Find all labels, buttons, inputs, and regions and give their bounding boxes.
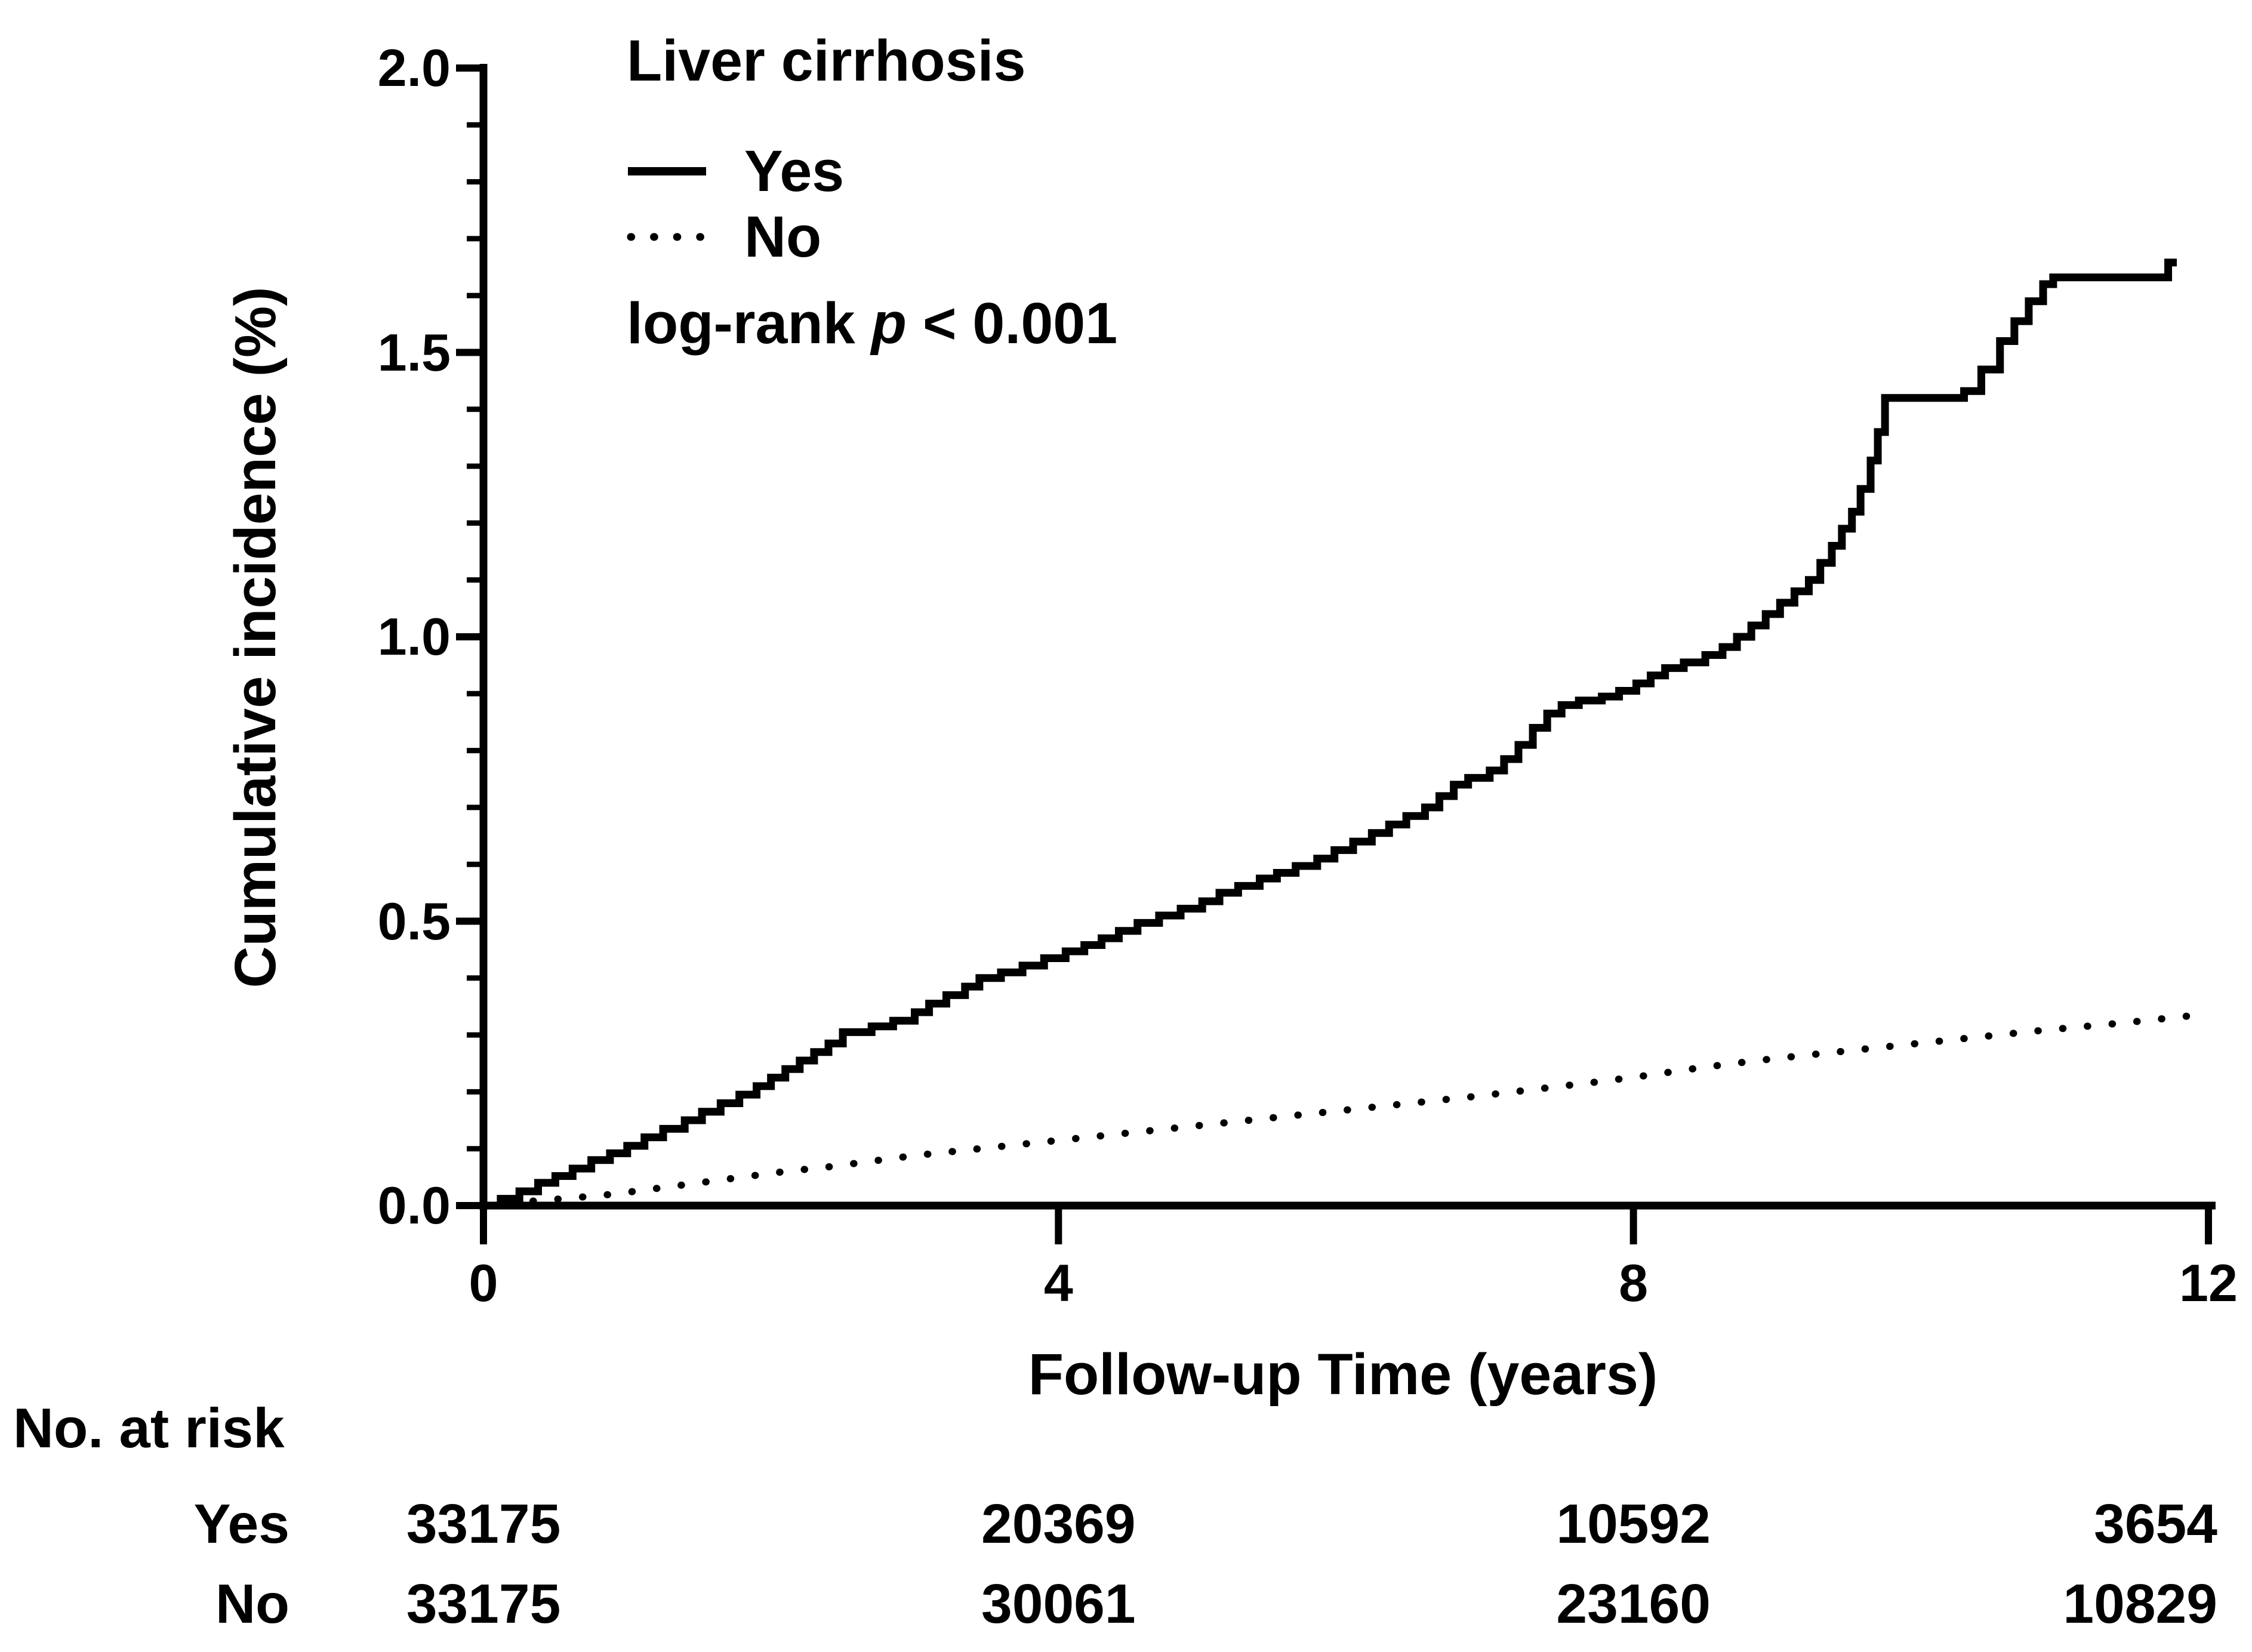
x-tick-label-4: 4 bbox=[1043, 1253, 1073, 1312]
y-tick-label-1.0: 1.0 bbox=[377, 607, 451, 666]
risk-value-no-t0: 33175 bbox=[406, 1573, 561, 1635]
legend-title: Liver cirrhosis bbox=[627, 28, 1026, 93]
y-tick-label-0.5: 0.5 bbox=[377, 891, 451, 951]
y-tick-label-2.0: 2.0 bbox=[377, 38, 451, 97]
y-tick-label-0.0: 0.0 bbox=[377, 1176, 451, 1235]
risk-table-title: No. at risk bbox=[13, 1397, 285, 1459]
series-yes-curve bbox=[483, 258, 2177, 1210]
log-rank-prefix: log-rank bbox=[627, 291, 871, 356]
solid-line-sample-icon bbox=[628, 167, 706, 175]
log-rank-value: < 0.001 bbox=[906, 291, 1118, 356]
series-no-curve bbox=[480, 1012, 2191, 1209]
y-tick-label-1.5: 1.5 bbox=[377, 322, 451, 382]
x-tick-label-0: 0 bbox=[469, 1253, 498, 1312]
x-axis-title: Follow-up Time (years) bbox=[1028, 1342, 1658, 1407]
x-tick-label-8: 8 bbox=[1619, 1253, 1649, 1312]
y-axis-title: Cumulative incidence (%) bbox=[223, 286, 288, 988]
risk-value-yes-t4: 20369 bbox=[981, 1493, 1136, 1555]
risk-value-no-t4: 30061 bbox=[981, 1573, 1136, 1635]
risk-value-no-t12: 10829 bbox=[2063, 1573, 2217, 1635]
risk-value-yes-t8: 10592 bbox=[1556, 1493, 1711, 1555]
legend-entry-no: No bbox=[627, 204, 1117, 270]
risk-row-label-yes: Yes bbox=[193, 1493, 289, 1555]
x-tick-label-12: 12 bbox=[2179, 1253, 2238, 1312]
legend-label-no: No bbox=[744, 204, 822, 269]
risk-value-yes-t12: 3654 bbox=[2094, 1493, 2217, 1555]
risk-value-yes-t0: 33175 bbox=[406, 1493, 561, 1555]
legend-entry-yes: Yes bbox=[627, 138, 1117, 204]
log-rank-annotation: log-rank p < 0.001 bbox=[627, 290, 1117, 357]
risk-value-no-t8: 23160 bbox=[1556, 1573, 1711, 1635]
legend: Liver cirrhosis Yes No log-rank p < 0.00… bbox=[627, 27, 1117, 357]
dotted-line-sample-icon bbox=[627, 233, 707, 241]
legend-label-yes: Yes bbox=[744, 138, 845, 204]
log-rank-p-symbol: p bbox=[871, 291, 907, 356]
risk-row-label-no: No bbox=[215, 1573, 289, 1635]
